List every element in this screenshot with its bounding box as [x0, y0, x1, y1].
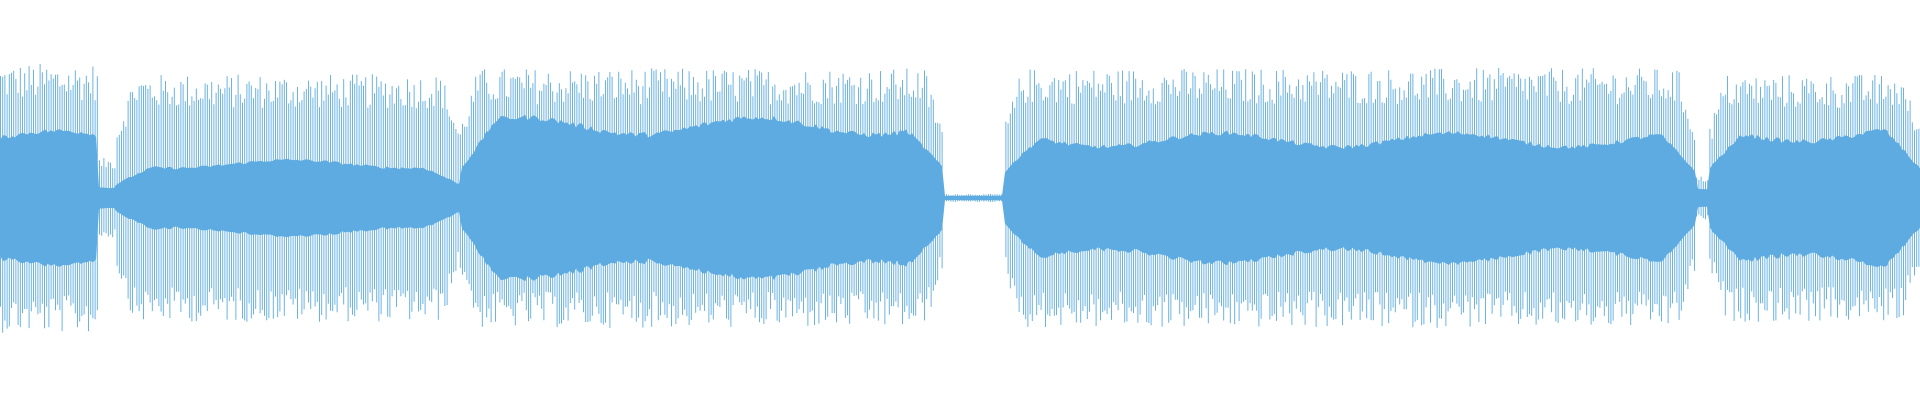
waveform-body — [0, 114, 1920, 282]
